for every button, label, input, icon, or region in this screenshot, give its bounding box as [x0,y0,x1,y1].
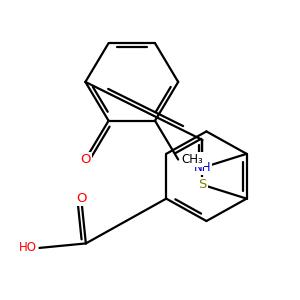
Text: HO: HO [19,242,37,254]
Text: NH: NH [194,161,211,174]
Text: S: S [198,178,207,191]
Text: CH₃: CH₃ [181,153,203,166]
Text: O: O [76,192,86,205]
Text: O: O [80,153,91,166]
